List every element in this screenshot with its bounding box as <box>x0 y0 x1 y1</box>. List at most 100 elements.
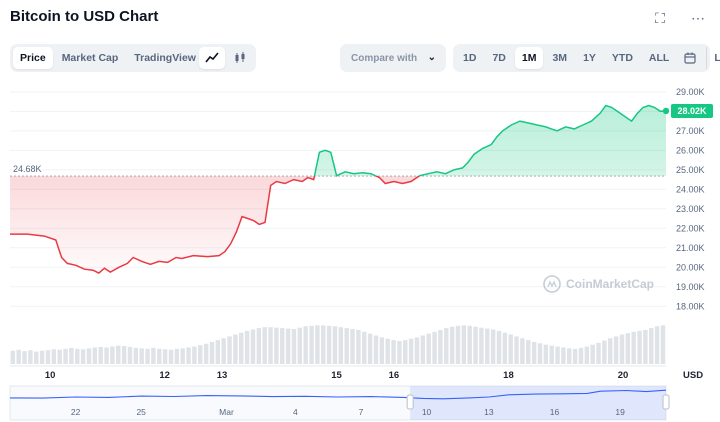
volume-bar <box>520 338 525 364</box>
tab-market-cap[interactable]: Market Cap <box>61 52 119 64</box>
y-tick-label: 19.00K <box>676 282 705 292</box>
volume-bar <box>602 340 607 364</box>
range-ytd[interactable]: YTD <box>611 52 633 64</box>
volume-bar <box>75 348 80 364</box>
y-tick-label: 24.00K <box>676 184 705 194</box>
data-type-tabs: Price Market Cap TradingView <box>10 44 206 72</box>
navigator-labels: 22 25 Mar 4 7 10 13 16 19 <box>71 407 625 417</box>
volume-bar <box>139 348 144 364</box>
navigator-label: 19 <box>615 407 625 417</box>
price-line-up <box>313 104 667 177</box>
tab-price[interactable]: Price <box>13 47 53 69</box>
volume-bar <box>51 349 57 364</box>
volume-bar <box>654 326 660 364</box>
volume-bar <box>344 328 349 364</box>
volume-bar <box>127 346 133 364</box>
y-tick-label: 25.00K <box>676 165 705 175</box>
volume-bar <box>473 326 478 364</box>
volume-bar <box>157 348 162 364</box>
fullscreen-icon[interactable]: ⛶ <box>655 10 665 26</box>
navigator-right-handle[interactable] <box>662 394 670 410</box>
volume-bar <box>420 335 426 364</box>
volume-bar <box>508 334 513 364</box>
baseline-label: 24.68K <box>13 164 42 174</box>
volume-bar <box>69 347 74 364</box>
navigator-label: 16 <box>550 407 560 417</box>
volume-bar <box>496 330 502 364</box>
range-tabs: 1D 7D 1M 3M 1Y YTD ALL LOG <box>453 44 720 72</box>
current-price-dot <box>662 107 670 115</box>
y-tick-label: 21.00K <box>676 243 705 253</box>
volume-bar <box>16 349 21 364</box>
log-toggle[interactable]: LOG <box>706 47 720 69</box>
volume-bar <box>649 328 654 364</box>
volume-bar <box>567 348 572 364</box>
volume-bar <box>467 325 472 364</box>
volume-bar <box>332 326 338 364</box>
volume-bar <box>631 331 636 364</box>
volume-bar <box>537 343 543 364</box>
volume-bar <box>309 325 314 364</box>
volume-bar <box>444 328 449 364</box>
volume-bar <box>561 347 566 364</box>
page-title: Bitcoin to USD Chart <box>10 8 159 25</box>
volume-bar <box>608 338 613 364</box>
volume-bar <box>590 344 595 364</box>
range-1d[interactable]: 1D <box>463 52 477 64</box>
x-tick-label: 20 <box>618 370 629 381</box>
calendar-icon[interactable] <box>678 47 702 69</box>
volume-bar <box>485 328 490 364</box>
volume-bar <box>186 347 191 364</box>
range-1y[interactable]: 1Y <box>583 52 596 64</box>
more-dots-icon[interactable]: ⋯ <box>691 10 705 26</box>
range-1m[interactable]: 1M <box>514 47 544 69</box>
volume-bar <box>660 325 666 364</box>
candlestick-icon[interactable] <box>227 47 253 69</box>
volume-bar <box>549 345 554 364</box>
volume-bar <box>45 350 51 364</box>
volume-bar <box>250 329 256 364</box>
navigator-left-handle[interactable] <box>406 394 414 410</box>
navigator-selection[interactable] <box>410 386 666 420</box>
volume-bar <box>239 332 244 364</box>
navigator-label: Mar <box>219 407 234 417</box>
y-tick-label: 27.00K <box>676 126 705 136</box>
volume-bar <box>572 348 578 364</box>
volume-bar <box>192 346 197 364</box>
navigator-label: 7 <box>359 407 364 417</box>
range-all[interactable]: ALL <box>648 52 670 64</box>
volume-bar <box>479 327 484 364</box>
x-tick-label: 10 <box>45 370 56 381</box>
volume-bar <box>490 329 496 364</box>
volume-bar <box>438 329 443 364</box>
volume-bar <box>596 342 601 364</box>
volume-bar <box>578 347 584 364</box>
volume-bar <box>408 338 414 364</box>
price-area <box>10 105 666 274</box>
volume-bar <box>215 340 221 364</box>
range-7d[interactable]: 7D <box>492 52 506 64</box>
volume-bar <box>637 330 642 364</box>
volume-bar <box>285 328 291 364</box>
tab-tradingview[interactable]: TradingView <box>134 52 196 64</box>
volume-bar <box>643 329 648 364</box>
range-3m[interactable]: 3M <box>552 52 568 64</box>
volume-bar <box>22 351 27 364</box>
volume-bar <box>531 341 537 364</box>
volume-bar <box>449 326 455 364</box>
volume-bar <box>362 331 367 364</box>
navigator-label: 13 <box>484 407 494 417</box>
volume-bar <box>244 330 250 364</box>
volume-bar <box>455 325 461 364</box>
compare-select[interactable]: Compare with ⌄ <box>340 44 446 72</box>
volume-bar <box>221 338 226 364</box>
chevron-down-icon: ⌄ <box>427 52 436 63</box>
volume-bar <box>209 341 215 364</box>
line-chart-icon[interactable] <box>199 47 225 69</box>
volume-bar <box>403 340 408 364</box>
header-actions: ⛶ ⋯ <box>652 10 706 27</box>
range-navigator[interactable]: 22 25 Mar 4 7 10 13 16 19 <box>9 385 670 421</box>
volume-bar <box>274 327 279 364</box>
current-price-badge <box>671 103 713 118</box>
volume-bar <box>98 346 103 364</box>
